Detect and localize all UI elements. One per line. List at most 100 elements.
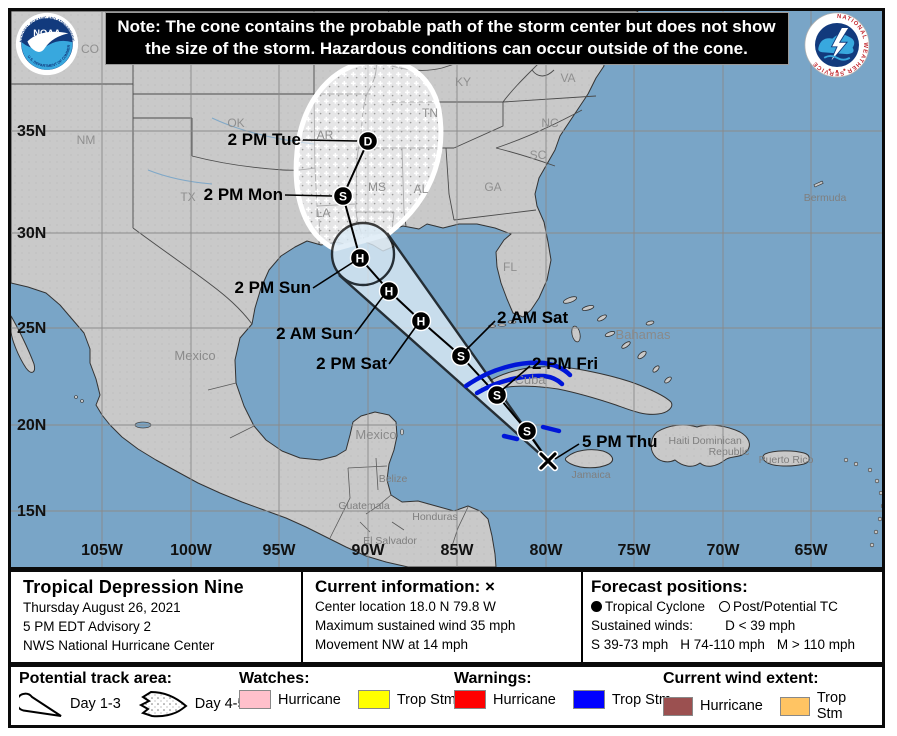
place-label: El Salvador bbox=[363, 535, 417, 547]
place-label: Dominican bbox=[692, 435, 742, 447]
time-label: 2 PM Sun bbox=[234, 278, 311, 297]
axis-labels: 105W 100W 95W 90W 85W 80W 75W 70W 65W 35N 30N 25N 20… bbox=[17, 123, 828, 559]
forecast-positions-panel: Forecast positions: Tropical Cyclone Pos… bbox=[581, 572, 876, 662]
legend-title: Watches: bbox=[239, 670, 310, 687]
legend-swatch bbox=[239, 690, 271, 709]
place-label: AL bbox=[414, 182, 429, 196]
place-label: Jamaica bbox=[571, 469, 610, 481]
tropical-storm-warning-line bbox=[474, 373, 565, 396]
time-label: 2 PM Fri bbox=[532, 354, 598, 373]
lon-label: 90W bbox=[352, 542, 386, 559]
lon-label: 80W bbox=[530, 542, 564, 559]
legend-potential-track: Potential track area: Day 1-3 Day 4-5 bbox=[19, 670, 256, 718]
leader-line bbox=[500, 365, 531, 392]
wind-d-label: D < 39 mph bbox=[725, 618, 796, 634]
lat-label: 30N bbox=[17, 225, 46, 242]
lon-label: 70W bbox=[707, 542, 741, 559]
place-labels: CONMKSMOOKARTNKYWVVANCSCGAALMSLATXFLMexi… bbox=[77, 42, 847, 547]
place-label: TX bbox=[180, 190, 195, 204]
legend-item-label: Trop Stm bbox=[611, 691, 671, 708]
forecast-point-letter: S bbox=[523, 424, 531, 438]
land-baja bbox=[11, 315, 35, 373]
place-label: CO bbox=[81, 42, 99, 56]
info-panel: Tropical Depression Nine Thursday August… bbox=[8, 570, 885, 665]
place-label: Belize bbox=[379, 473, 408, 485]
tropical-storm-warning-line bbox=[540, 424, 562, 434]
lon-label: 105W bbox=[81, 542, 124, 559]
forecast-point-letter: S bbox=[493, 388, 501, 402]
filled-circle-icon bbox=[591, 601, 602, 612]
place-label: AR bbox=[317, 128, 334, 142]
place-label: MS bbox=[368, 180, 386, 194]
leader-line bbox=[284, 194, 333, 197]
leader-line bbox=[302, 139, 358, 142]
legend-bar: Potential track area: Day 1-3 Day 4-5 Wat… bbox=[8, 664, 885, 728]
forecast-point-letter: H bbox=[385, 284, 394, 298]
legend-swatch bbox=[357, 690, 390, 709]
noaa-logo-text: NOAA bbox=[33, 28, 61, 38]
place-label: TN bbox=[422, 106, 438, 120]
central-america-borders bbox=[207, 382, 469, 547]
forecast-point-letter: S bbox=[339, 189, 347, 203]
place-label: NM bbox=[77, 133, 96, 147]
storm-title: Tropical Depression Nine bbox=[23, 577, 244, 597]
current-location: Center location 18.0 N 79.8 W bbox=[315, 599, 496, 614]
tropical-storm-warning-line bbox=[501, 433, 520, 442]
lat-label: 35N bbox=[17, 123, 46, 140]
place-label: NC bbox=[541, 116, 559, 130]
legend-item-label: Hurricane bbox=[278, 691, 341, 708]
forecast-point-D bbox=[357, 130, 379, 152]
lat-label: 25N bbox=[17, 320, 46, 337]
wind-s-label: S 39-73 mph bbox=[591, 637, 669, 653]
legend-swatch bbox=[779, 696, 810, 716]
leader-line bbox=[554, 443, 580, 460]
place-label: Bermuda bbox=[804, 192, 847, 204]
nws-logo: NATIONAL WEATHER SERVICE bbox=[804, 12, 870, 83]
land-jamaica bbox=[564, 449, 614, 469]
place-label: KY bbox=[455, 75, 471, 89]
storm-agency: NWS National Hurricane Center bbox=[23, 638, 215, 654]
nws-lightning-icon bbox=[829, 27, 850, 64]
lon-label: 75W bbox=[618, 542, 652, 559]
noaa-logo: NOAA NATIONAL OCEANIC AND ATMOSPHERIC AD… bbox=[13, 11, 79, 81]
note-box: Note: The cone contains the probable pat… bbox=[104, 12, 789, 65]
place-label: Republic bbox=[709, 446, 750, 458]
forecast-point-S bbox=[332, 185, 354, 207]
storm-date: Thursday August 26, 2021 bbox=[23, 600, 181, 615]
forecast-point-H bbox=[349, 247, 371, 269]
lat-label: 20N bbox=[17, 417, 46, 434]
lat-label: 15N bbox=[17, 503, 46, 520]
lon-label: 95W bbox=[263, 542, 297, 559]
place-label: Mexico bbox=[174, 348, 215, 363]
warning-segments bbox=[463, 360, 573, 442]
current-position-x-icon bbox=[539, 452, 557, 470]
current-position-symbol: × bbox=[485, 577, 495, 596]
time-label: 2 AM Sun bbox=[276, 324, 353, 343]
sustained-winds-label: Sustained winds: bbox=[591, 618, 694, 634]
legend-title: Potential track area: bbox=[19, 670, 172, 687]
open-circle-icon bbox=[719, 601, 731, 612]
legend-item-label: Day 4-5 bbox=[194, 696, 246, 712]
current-wind: Maximum sustained wind 35 mph bbox=[315, 618, 516, 634]
day45-cone-icon bbox=[138, 690, 188, 718]
time-label: 2 AM Sat bbox=[497, 308, 569, 327]
forecast-point-letter: D bbox=[364, 134, 373, 148]
legend-item-label: Hurricane bbox=[700, 698, 763, 714]
place-label: GA bbox=[484, 180, 501, 194]
day13-cone-icon bbox=[19, 692, 62, 717]
leader-line bbox=[388, 324, 418, 365]
current-information: Current information: × Center location 1… bbox=[301, 572, 581, 662]
noaa-bird-icon bbox=[27, 31, 69, 52]
place-label: Honduras bbox=[412, 511, 458, 523]
tropical-storm-warning-line bbox=[463, 360, 573, 389]
legend-item-label: Trop Stm bbox=[396, 691, 456, 708]
storm-summary: Tropical Depression Nine Thursday August… bbox=[11, 572, 301, 662]
place-label: FL bbox=[503, 260, 517, 274]
leader-line bbox=[354, 294, 385, 335]
place-label: OK bbox=[227, 116, 244, 130]
place-label: Guatemala bbox=[338, 500, 390, 512]
lon-label: 65W bbox=[795, 542, 829, 559]
place-label: Mexico bbox=[355, 427, 396, 442]
current-info-title: Current information: × bbox=[315, 577, 495, 596]
